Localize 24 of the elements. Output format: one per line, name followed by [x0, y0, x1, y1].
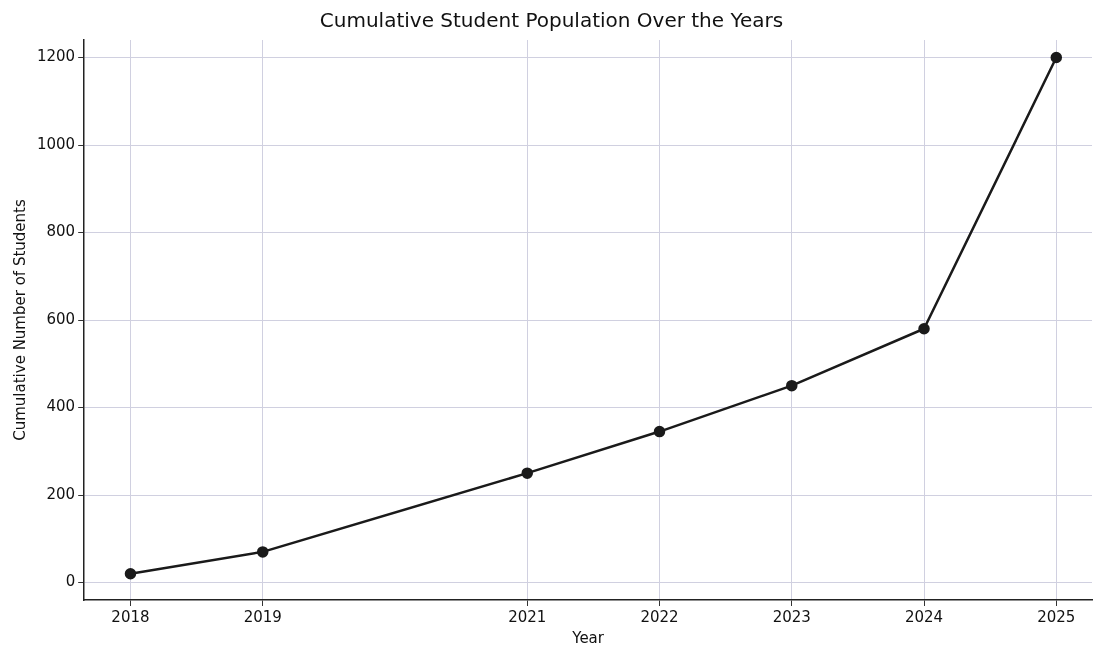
x-tick-label: 2018 [111, 607, 150, 626]
chart-title: Cumulative Student Population Over the Years [319, 8, 784, 33]
x-tick-label: 2023 [772, 607, 811, 626]
y-tick-label: 1200 [36, 47, 76, 66]
point [521, 467, 533, 479]
point [918, 323, 930, 335]
point [653, 425, 666, 438]
x-axis-title: Year [571, 628, 605, 647]
point [256, 546, 269, 558]
x-tick-label: 2022 [640, 607, 679, 626]
point [786, 379, 798, 392]
x-tick-label: 2024 [904, 607, 944, 626]
y-tick-label: 400 [46, 397, 76, 416]
y-tick-label: 1000 [36, 134, 76, 153]
point [1050, 51, 1063, 64]
x-tick-label: 2025 [1037, 607, 1076, 626]
y-tick-label: 600 [46, 309, 76, 328]
point [124, 568, 137, 580]
y-axis-title: Cumulative Number of Students [10, 199, 29, 441]
y-tick-label: 0 [65, 572, 76, 591]
y-tick-label: 800 [46, 222, 76, 241]
y-tick-label: 200 [46, 484, 76, 503]
x-tick-label: 2021 [508, 607, 547, 626]
x-tick-label: 2019 [243, 607, 282, 626]
